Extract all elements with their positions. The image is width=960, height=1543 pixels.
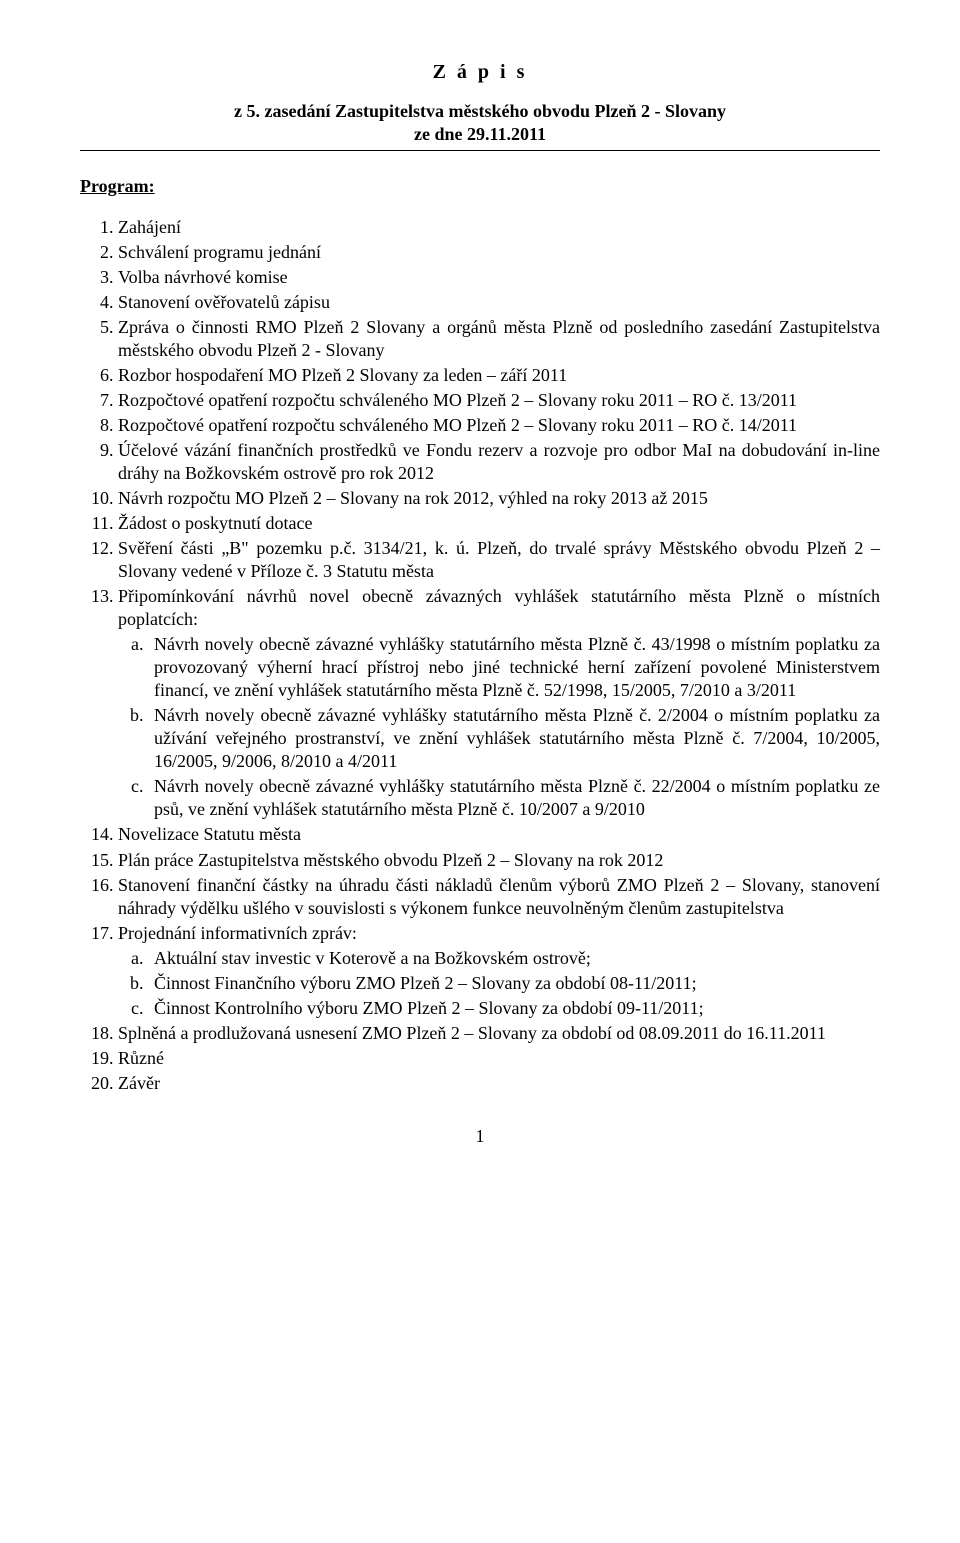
list-item: Připomínkování návrhů novel obecně závaz… <box>118 585 880 821</box>
program-list: Zahájení Schválení programu jednání Volba … <box>80 216 880 1095</box>
list-item: Zahájení <box>118 216 880 239</box>
list-item-text: Plán práce Zastupitelstva městského obvo… <box>118 850 663 870</box>
sub-list: Aktuální stav investic v Koterově a na B… <box>118 947 880 1020</box>
sub-list-item: Návrh novely obecně závazné vyhlášky sta… <box>148 704 880 773</box>
list-item-text: Rozpočtové opatření rozpočtu schváleného… <box>118 390 797 410</box>
list-item-text: Žádost o poskytnutí dotace <box>118 513 312 533</box>
list-item-text: Rozbor hospodaření MO Plzeň 2 Slovany za… <box>118 365 567 385</box>
document-page: Z á p i s z 5. zasedání Zastupitelstva m… <box>0 0 960 1188</box>
document-title: Z á p i s <box>80 60 880 86</box>
list-item: Svěření části „B" pozemku p.č. 3134/21, … <box>118 537 880 583</box>
program-heading: Program: <box>80 175 880 198</box>
divider <box>80 150 880 151</box>
list-item-text: Závěr <box>118 1073 160 1093</box>
list-item-text: Rozpočtové opatření rozpočtu schváleného… <box>118 415 797 435</box>
list-item: Různé <box>118 1047 880 1070</box>
document-date: ze dne 29.11.2011 <box>80 123 880 146</box>
list-item-text: Volba návrhové komise <box>118 267 288 287</box>
sub-list-item: Návrh novely obecně závazné vyhlášky sta… <box>148 633 880 702</box>
sub-list: Návrh novely obecně závazné vyhlášky sta… <box>118 633 880 821</box>
sub-list-item: Činnost Finančního výboru ZMO Plzeň 2 – … <box>148 972 880 995</box>
list-item-text: Účelové vázání finančních prostředků ve … <box>118 440 880 483</box>
list-item: Žádost o poskytnutí dotace <box>118 512 880 535</box>
list-item-text: Zpráva o činnosti RMO Plzeň 2 Slovany a … <box>118 317 880 360</box>
list-item-text: Novelizace Statutu města <box>118 824 301 844</box>
list-item-text: Připomínkování návrhů novel obecně závaz… <box>118 586 880 629</box>
list-item-text: Návrh rozpočtu MO Plzeň 2 – Slovany na r… <box>118 488 708 508</box>
list-item-text: Svěření části „B" pozemku p.č. 3134/21, … <box>118 538 880 581</box>
document-subtitle: z 5. zasedání Zastupitelstva městského o… <box>80 100 880 123</box>
list-item-text: Projednání informativních zpráv: <box>118 923 357 943</box>
list-item: Účelové vázání finančních prostředků ve … <box>118 439 880 485</box>
list-item: Novelizace Statutu města <box>118 823 880 846</box>
list-item: Závěr <box>118 1072 880 1095</box>
list-item: Projednání informativních zpráv: Aktuální… <box>118 922 880 1020</box>
list-item: Schválení programu jednání <box>118 241 880 264</box>
list-item: Stanovení ověřovatelů zápisu <box>118 291 880 314</box>
list-item: Plán práce Zastupitelstva městského obvo… <box>118 849 880 872</box>
list-item-text: Různé <box>118 1048 164 1068</box>
list-item-text: Schválení programu jednání <box>118 242 321 262</box>
sub-list-item: Aktuální stav investic v Koterově a na B… <box>148 947 880 970</box>
sub-list-item: Činnost Kontrolního výboru ZMO Plzeň 2 –… <box>148 997 880 1020</box>
list-item-text: Stanovení finanční částky na úhradu část… <box>118 875 880 918</box>
list-item: Volba návrhové komise <box>118 266 880 289</box>
list-item-text: Zahájení <box>118 217 181 237</box>
sub-list-item: Návrh novely obecně závazné vyhlášky sta… <box>148 775 880 821</box>
list-item: Splněná a prodlužovaná usnesení ZMO Plze… <box>118 1022 880 1045</box>
list-item: Rozpočtové opatření rozpočtu schváleného… <box>118 414 880 437</box>
list-item: Zpráva o činnosti RMO Plzeň 2 Slovany a … <box>118 316 880 362</box>
list-item: Stanovení finanční částky na úhradu část… <box>118 874 880 920</box>
list-item: Rozbor hospodaření MO Plzeň 2 Slovany za… <box>118 364 880 387</box>
list-item: Rozpočtové opatření rozpočtu schváleného… <box>118 389 880 412</box>
list-item-text: Splněná a prodlužovaná usnesení ZMO Plze… <box>118 1023 826 1043</box>
list-item: Návrh rozpočtu MO Plzeň 2 – Slovany na r… <box>118 487 880 510</box>
list-item-text: Stanovení ověřovatelů zápisu <box>118 292 330 312</box>
page-number: 1 <box>80 1125 880 1148</box>
